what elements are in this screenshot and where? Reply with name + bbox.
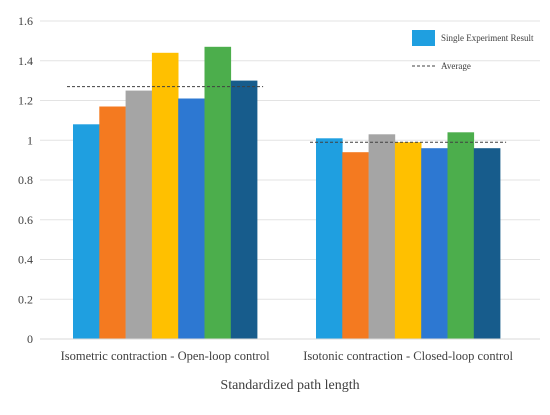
bar: [394, 142, 422, 339]
bar: [73, 124, 100, 339]
bar: [178, 98, 205, 339]
category-label: Isotonic contraction - Closed-loop contr…: [303, 349, 513, 363]
y-axis-ticks: 0 0.2 0.4 0.6 0.8 1 1.2 1.4 1.6: [18, 14, 33, 346]
legend: Single Experiment Result Average: [412, 30, 534, 71]
y-tick-label: 0.8: [18, 173, 33, 187]
bar: [151, 52, 179, 340]
y-tick-label: 1.6: [18, 14, 33, 28]
y-tick-label: 0.4: [18, 253, 33, 267]
bar: [421, 148, 448, 339]
y-tick-label: 0.2: [18, 292, 33, 306]
legend-average-label: Average: [441, 61, 471, 71]
bar: [342, 152, 369, 339]
category-label: Isometric contraction - Open-loop contro…: [61, 349, 270, 363]
bar: [473, 148, 501, 339]
legend-bar-label: Single Experiment Result: [441, 33, 534, 43]
category-labels: Isometric contraction - Open-loop contro…: [61, 349, 514, 363]
average-lines: [67, 86, 507, 143]
y-tick-label: 1: [27, 133, 33, 147]
bar: [316, 138, 343, 339]
bar: [204, 46, 232, 340]
x-axis-title: Standardized path length: [220, 378, 359, 393]
bar: [368, 134, 396, 339]
y-tick-label: 0: [27, 332, 33, 346]
bar: [447, 132, 475, 339]
y-tick-label: 1.4: [18, 54, 33, 68]
bar: [125, 90, 153, 339]
bar: [99, 106, 126, 339]
y-tick-label: 1.2: [18, 94, 33, 108]
legend-bar-swatch: [412, 30, 435, 46]
bar: [230, 80, 258, 339]
bars: [73, 46, 501, 340]
y-tick-label: 0.6: [18, 213, 33, 227]
